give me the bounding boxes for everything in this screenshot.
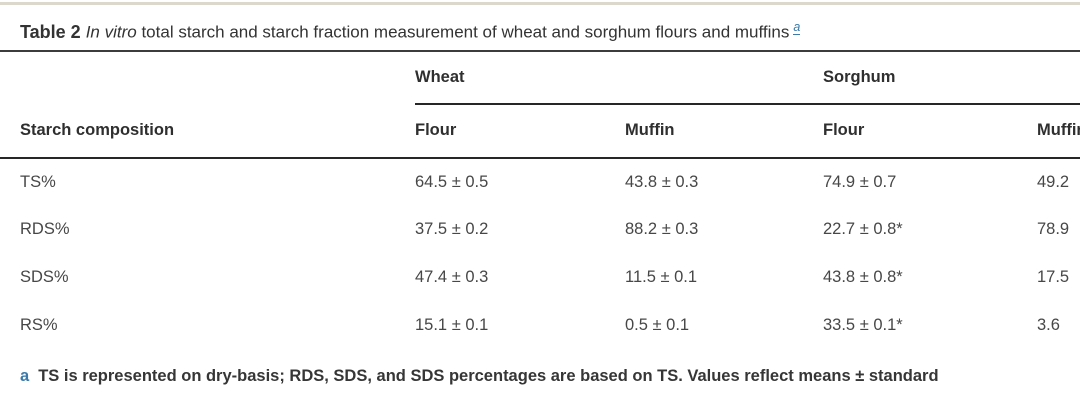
cell-value: 74.9 ± 0.7 bbox=[823, 172, 897, 191]
table-row: RS% 15.1 ± 0.1 0.5 ± 0.1 33.5 ± 0.1* 3.6 bbox=[0, 302, 1080, 350]
column-header-starch-composition: Starch composition bbox=[0, 103, 415, 159]
row-label-ts: TS% bbox=[20, 172, 56, 191]
cell-value: 43.8 ± 0.3 bbox=[625, 172, 699, 191]
group-header-row: Wheat Sorghum bbox=[0, 51, 1080, 105]
column-header-sorghum-flour: Flour bbox=[823, 103, 1037, 159]
cell-value: 33.5 ± 0.1* bbox=[823, 316, 903, 335]
table-row: SDS% 47.4 ± 0.3 11.5 ± 0.1 43.8 ± 0.8* 1… bbox=[0, 254, 1080, 302]
cell-value: 64.5 ± 0.5 bbox=[415, 172, 489, 191]
cell-value: 43.8 ± 0.8* bbox=[823, 268, 903, 287]
top-divider-bar bbox=[0, 2, 1080, 5]
table-caption: Table 2 In vitro total starch and starch … bbox=[20, 14, 1080, 46]
cell-value: 88.2 ± 0.3 bbox=[625, 220, 699, 239]
cell-value: 37.5 ± 0.2 bbox=[415, 220, 489, 239]
footnote-text: TS is represented on dry-basis; RDS, SDS… bbox=[38, 366, 939, 385]
footnote-superscript-link[interactable]: a bbox=[793, 20, 801, 35]
table-footnote: a TS is represented on dry-basis; RDS, SD… bbox=[20, 363, 1080, 389]
cell-value: 0.5 ± 0.1 bbox=[625, 316, 690, 335]
table-caption-label: Table 2 bbox=[20, 21, 81, 42]
group-header-sorghum: Sorghum bbox=[823, 51, 1080, 105]
column-header-wheat-muffin: Muffin bbox=[625, 103, 823, 159]
footnote-marker: a bbox=[20, 366, 30, 385]
table-row: TS% 64.5 ± 0.5 43.8 ± 0.3 74.9 ± 0.7 49.… bbox=[0, 158, 1080, 206]
cell-value: 15.1 ± 0.1 bbox=[415, 316, 489, 335]
cell-value: 3.6 bbox=[1037, 316, 1060, 335]
row-label-rds: RDS% bbox=[20, 220, 70, 239]
column-header-wheat-flour: Flour bbox=[415, 103, 625, 159]
row-label-sds: SDS% bbox=[20, 268, 69, 287]
caption-text: total starch and starch fraction measure… bbox=[136, 22, 790, 42]
cell-value: 78.9 bbox=[1037, 220, 1070, 239]
column-header-sorghum-muffin: Muffin bbox=[1037, 103, 1080, 159]
cell-value: 47.4 ± 0.3 bbox=[415, 268, 489, 287]
column-header-row: Starch composition Flour Muffin Flour Mu… bbox=[0, 103, 1080, 159]
starch-measurement-table: Wheat Sorghum Starch composition Flour M… bbox=[0, 51, 1080, 350]
group-header-wheat: Wheat bbox=[415, 51, 823, 105]
caption-italic-lead: In vitro bbox=[85, 22, 137, 42]
row-label-rs: RS% bbox=[20, 316, 58, 335]
group-header-spacer bbox=[0, 52, 415, 104]
cell-value: 11.5 ± 0.1 bbox=[625, 268, 698, 287]
table-row: RDS% 37.5 ± 0.2 88.2 ± 0.3 22.7 ± 0.8* 7… bbox=[0, 206, 1080, 254]
caption-rule bbox=[0, 49, 1080, 52]
cell-value: 17.5 bbox=[1037, 268, 1070, 287]
cell-value: 22.7 ± 0.8* bbox=[823, 220, 903, 239]
cell-value: 49.2 bbox=[1037, 172, 1070, 191]
